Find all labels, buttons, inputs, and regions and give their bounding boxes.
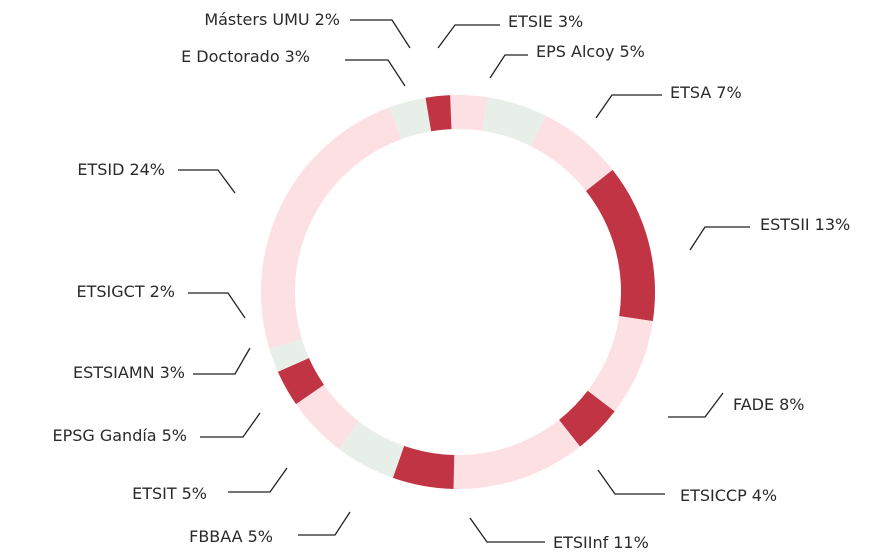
leader-line — [595, 94, 662, 119]
slice-label: Másters UMU 2% — [204, 10, 340, 29]
slice-value: 2% — [150, 282, 175, 301]
leader-line — [689, 226, 750, 251]
slice-value: 11% — [613, 533, 649, 552]
slice-name: ESTSII — [760, 215, 810, 234]
leader-line — [350, 19, 411, 49]
slice-label: EPSG Gandía 5% — [52, 426, 187, 445]
slice-label: ETSIInf 11% — [553, 533, 649, 552]
slice-value: 8% — [779, 395, 804, 414]
slice-value: 5% — [619, 42, 644, 61]
donut-slice — [389, 97, 432, 140]
leader-line — [489, 54, 528, 79]
slice-name: ETSIT — [132, 484, 177, 503]
slice-name: ETSID — [77, 160, 124, 179]
slice-label: ETSID 24% — [77, 160, 165, 179]
slice-value: 5% — [182, 484, 207, 503]
slice-label: FBBAA 5% — [189, 527, 273, 546]
slice-label: ESTSII 13% — [760, 215, 850, 234]
donut-slice — [587, 316, 653, 412]
donut-slice — [530, 115, 613, 191]
donut-slice — [425, 95, 452, 132]
donut-slice — [559, 390, 615, 447]
slice-name: ETSIE — [508, 12, 553, 31]
donut-slice — [450, 95, 488, 131]
slice-value: 13% — [815, 215, 851, 234]
slice-value: 3% — [160, 363, 185, 382]
slice-value: 2% — [315, 10, 340, 29]
slice-name: EPS Alcoy — [536, 42, 614, 61]
donut-slice — [338, 421, 405, 478]
slice-name: E Doctorado — [181, 47, 280, 66]
slice-name: ETSICCP — [680, 486, 747, 505]
donut-slice — [261, 107, 402, 349]
leader-line — [469, 517, 545, 543]
leader-line — [597, 469, 665, 495]
leader-line — [193, 347, 251, 375]
slice-value: 3% — [558, 12, 583, 31]
donut-slice — [585, 169, 655, 322]
slice-value: 5% — [248, 527, 273, 546]
leader-line — [200, 412, 261, 438]
slice-label: ESTSIAMN 3% — [73, 363, 185, 382]
donut-slice — [482, 97, 546, 147]
leader-line — [228, 467, 288, 493]
slice-name: FBBAA — [189, 527, 243, 546]
donut-slice — [392, 445, 455, 489]
slice-label: ETSA 7% — [670, 83, 742, 102]
donut-slice — [296, 384, 360, 449]
slice-value: 4% — [752, 486, 777, 505]
leader-line — [668, 392, 724, 418]
slice-label: EPS Alcoy 5% — [536, 42, 645, 61]
slice-name: ETSIGCT — [77, 282, 145, 301]
donut-slice — [269, 338, 309, 372]
slice-label: ETSICCP 4% — [680, 486, 777, 505]
slice-value: 24% — [129, 160, 165, 179]
leader-line — [188, 292, 246, 319]
slice-name: EPSG Gandía — [52, 426, 156, 445]
slice-name: ETSA — [670, 83, 711, 102]
slice-label: ETSIGCT 2% — [77, 282, 176, 301]
slice-label: E Doctorado 3% — [181, 47, 310, 66]
slice-name: ETSIInf — [553, 533, 609, 552]
leader-line — [345, 59, 406, 87]
leader-line — [178, 169, 236, 194]
donut-slice — [277, 358, 324, 405]
slice-name: FADE — [733, 395, 774, 414]
slice-name: Másters UMU — [204, 10, 309, 29]
slice-label: ETSIT 5% — [132, 484, 207, 503]
leader-line — [298, 511, 351, 536]
slice-value: 7% — [716, 83, 741, 102]
leader-line — [437, 24, 500, 49]
slice-value: 5% — [162, 426, 187, 445]
slice-name: ESTSIAMN — [73, 363, 155, 382]
slice-label: ETSIE 3% — [508, 12, 583, 31]
slice-value: 3% — [285, 47, 310, 66]
slice-label: FADE 8% — [733, 395, 805, 414]
donut-slice — [453, 419, 581, 489]
